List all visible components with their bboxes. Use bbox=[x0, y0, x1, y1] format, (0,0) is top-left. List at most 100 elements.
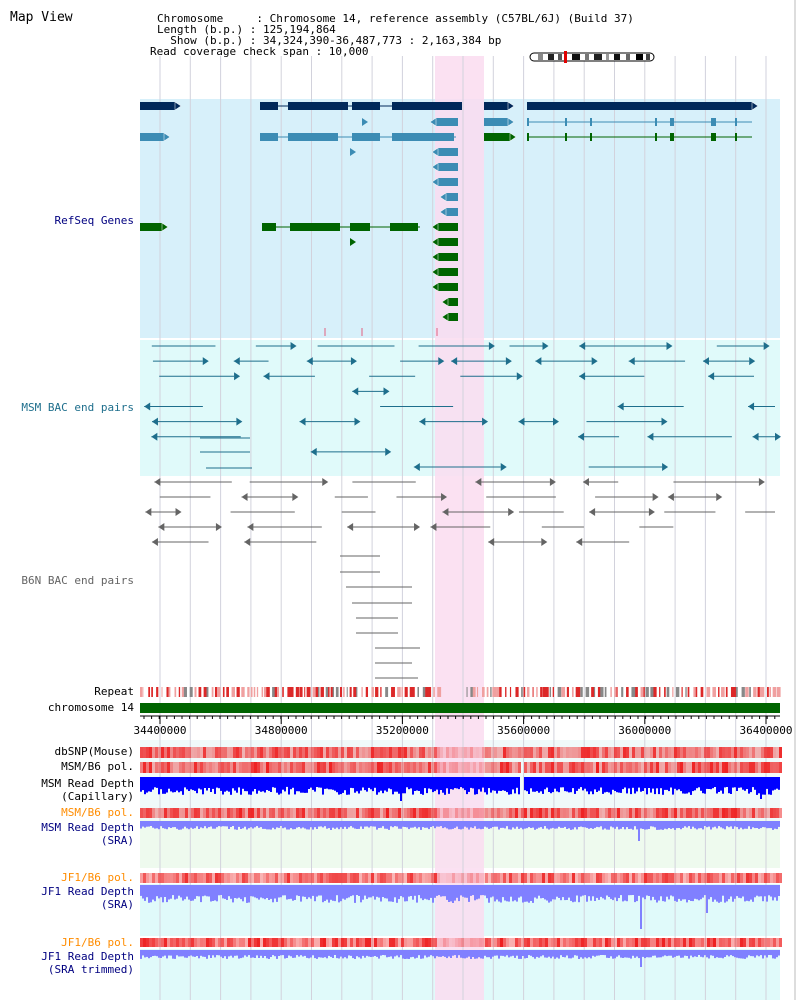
jf1-b6-pol-trim-track-cell bbox=[155, 938, 158, 947]
msm-depth-capillary-track-bar bbox=[168, 777, 170, 789]
msm-depth-capillary-track-bar bbox=[306, 777, 308, 793]
jf1-depth-sra-track-bar bbox=[338, 885, 340, 903]
track-label-msm-depth-sra[interactable]: MSM Read Depth bbox=[41, 821, 134, 834]
jf1-b6-pol-track-cell bbox=[704, 873, 707, 883]
map-view-title: Map View bbox=[10, 10, 73, 25]
dbsnp-track-cell bbox=[677, 747, 680, 758]
jf1-depth-sra-track-bar bbox=[220, 885, 222, 895]
dbsnp-track-cell bbox=[554, 747, 557, 758]
msm-b6-pol-track-cell bbox=[761, 762, 764, 773]
msm-depth-capillary-track-bar bbox=[684, 777, 686, 794]
refseq-gene-exon bbox=[392, 102, 462, 110]
jf1-depth-sra-track-bar bbox=[514, 885, 516, 901]
jf1-depth-sra-track-bar bbox=[666, 885, 668, 897]
jf1-depth-trim-track-bar bbox=[512, 950, 514, 956]
msm-depth-sra-track-bar bbox=[480, 821, 482, 830]
track-label-msm-bac[interactable]: MSM BAC end pairs bbox=[21, 401, 134, 414]
jf1-depth-trim-track-bar bbox=[600, 950, 602, 955]
jf1-b6-pol-track-cell bbox=[212, 873, 215, 883]
jf1-b6-pol-trim-track-cell bbox=[458, 938, 461, 947]
msm-depth-sra-track-bar bbox=[226, 821, 228, 827]
msm-b6-pol-sra-track-cell bbox=[716, 808, 719, 818]
jf1-depth-sra-track-bar bbox=[156, 885, 158, 897]
msm-depth-capillary-track-bar bbox=[606, 777, 608, 792]
repeat-element bbox=[142, 687, 144, 697]
jf1-depth-sra-track-bar bbox=[520, 885, 522, 897]
repeat-element bbox=[621, 687, 624, 697]
jf1-depth-sra-track-bar bbox=[470, 885, 472, 896]
jf1-depth-trim-track-bar bbox=[664, 950, 666, 956]
msm-depth-capillary-track-bar bbox=[658, 777, 660, 795]
msm-bac-pair-arrow bbox=[628, 357, 635, 366]
jf1-depth-trim-track-bar bbox=[232, 950, 234, 958]
jf1-b6-pol-track-cell bbox=[731, 873, 734, 883]
jf1-depth-trim-track-bar bbox=[488, 950, 490, 958]
jf1-b6-pol-trim-track-cell bbox=[677, 938, 680, 947]
msm-depth-sra-track-bar bbox=[176, 821, 178, 829]
track-label-jf1-b6-pol[interactable]: JF1/B6 pol. bbox=[61, 871, 134, 884]
jf1-depth-sra-track-bar bbox=[288, 885, 290, 900]
msm-depth-capillary-track-bar bbox=[272, 777, 274, 788]
track-label-b6n-bac[interactable]: B6N BAC end pairs bbox=[21, 574, 134, 587]
jf1-depth-trim-track-bar bbox=[322, 950, 324, 958]
jf1-depth-trim-track-bar bbox=[332, 950, 334, 958]
msm-depth-sra-track-bar bbox=[672, 821, 674, 829]
repeat-element bbox=[428, 687, 432, 697]
track-label-jf1-depth-sra[interactable]: JF1 Read Depth bbox=[41, 885, 134, 898]
dbsnp-track-cell bbox=[461, 747, 464, 758]
jf1-b6-pol-track-cell bbox=[611, 873, 614, 883]
msm-depth-capillary-track-bar bbox=[416, 777, 418, 791]
track-label-dbsnp[interactable]: dbSNP(Mouse) bbox=[54, 745, 134, 758]
msm-b6-pol-track-cell bbox=[506, 762, 509, 773]
jf1-depth-sra-track-bar bbox=[632, 885, 634, 895]
jf1-depth-trim-track-bar bbox=[178, 950, 180, 957]
jf1-depth-trim-track-bar bbox=[544, 950, 546, 958]
msm-depth-capillary-track-bar bbox=[752, 777, 754, 788]
jf1-depth-trim-track-bar bbox=[352, 950, 354, 959]
jf1-b6-pol-track-cell bbox=[725, 873, 728, 883]
track-label-jf1-depth-trimmed[interactable]: JF1 Read Depth bbox=[41, 950, 134, 963]
msm-b6-pol-track-cell bbox=[578, 762, 581, 773]
track-label-repeat[interactable]: Repeat bbox=[94, 685, 134, 698]
jf1-depth-sra-track-bar bbox=[330, 885, 332, 900]
msm-depth-sra-track-bar bbox=[618, 821, 620, 830]
jf1-b6-pol-trim-track-cell bbox=[302, 938, 305, 947]
track-label-msm-depth-capillary[interactable]: MSM Read Depth bbox=[41, 777, 134, 790]
jf1-b6-pol-trim-track-cell bbox=[686, 938, 689, 947]
msm-depth-sra-track-bar bbox=[224, 821, 226, 827]
jf1-b6-pol-track-cell bbox=[590, 873, 593, 883]
dbsnp-track-cell bbox=[173, 747, 176, 758]
jf1-depth-trim-track-bar bbox=[648, 950, 650, 958]
msm-b6-pol-sra-track-cell bbox=[344, 808, 347, 818]
jf1-depth-trim-track-bar bbox=[160, 950, 162, 958]
jf1-depth-sra-track-bar bbox=[254, 885, 256, 898]
repeat-element bbox=[745, 687, 749, 697]
jf1-b6-pol-track-cell bbox=[218, 873, 221, 883]
track-label-refseq-genes[interactable]: RefSeq Genes bbox=[54, 214, 134, 227]
msm-depth-sra-track-bar bbox=[498, 821, 500, 830]
jf1-b6-pol-trim-track-cell bbox=[419, 938, 422, 947]
msm-b6-pol-sra-track-cell bbox=[719, 808, 722, 818]
msm-b6-pol-track-cell bbox=[149, 762, 152, 773]
msm-b6-pol-sra-track-cell bbox=[533, 808, 536, 818]
jf1-b6-pol-trim-track-cell bbox=[257, 938, 260, 947]
msm-b6-pol-track-cell bbox=[392, 762, 395, 773]
msm-depth-capillary-track-bar bbox=[602, 777, 604, 794]
msm-b6-pol-track-cell bbox=[704, 762, 707, 773]
jf1-depth-trim-track-bar bbox=[428, 950, 430, 957]
jf1-depth-sra-track-bar bbox=[442, 885, 444, 897]
jf1-b6-pol-track-cell bbox=[179, 873, 182, 883]
repeat-element bbox=[332, 687, 335, 697]
jf1-b6-pol-trim-track-cell bbox=[608, 938, 611, 947]
msm-depth-sra-track-bar bbox=[310, 821, 312, 828]
msm-b6-pol-sra-track-cell bbox=[254, 808, 257, 818]
jf1-b6-pol-trim-track-cell bbox=[518, 938, 521, 947]
track-label-msm-b6-pol-sra[interactable]: MSM/B6 pol. bbox=[61, 806, 134, 819]
dbsnp-track-cell bbox=[197, 747, 200, 758]
track-label-jf1-b6-pol-trim[interactable]: JF1/B6 pol. bbox=[61, 936, 134, 949]
jf1-depth-sra-track-bar bbox=[392, 885, 394, 902]
msm-depth-sra-track-bar bbox=[502, 821, 504, 828]
track-label-chromosome[interactable]: chromosome 14 bbox=[47, 701, 134, 714]
track-label-msm-b6-pol[interactable]: MSM/B6 pol. bbox=[61, 760, 134, 773]
msm-b6-pol-sra-track-cell bbox=[305, 808, 308, 818]
